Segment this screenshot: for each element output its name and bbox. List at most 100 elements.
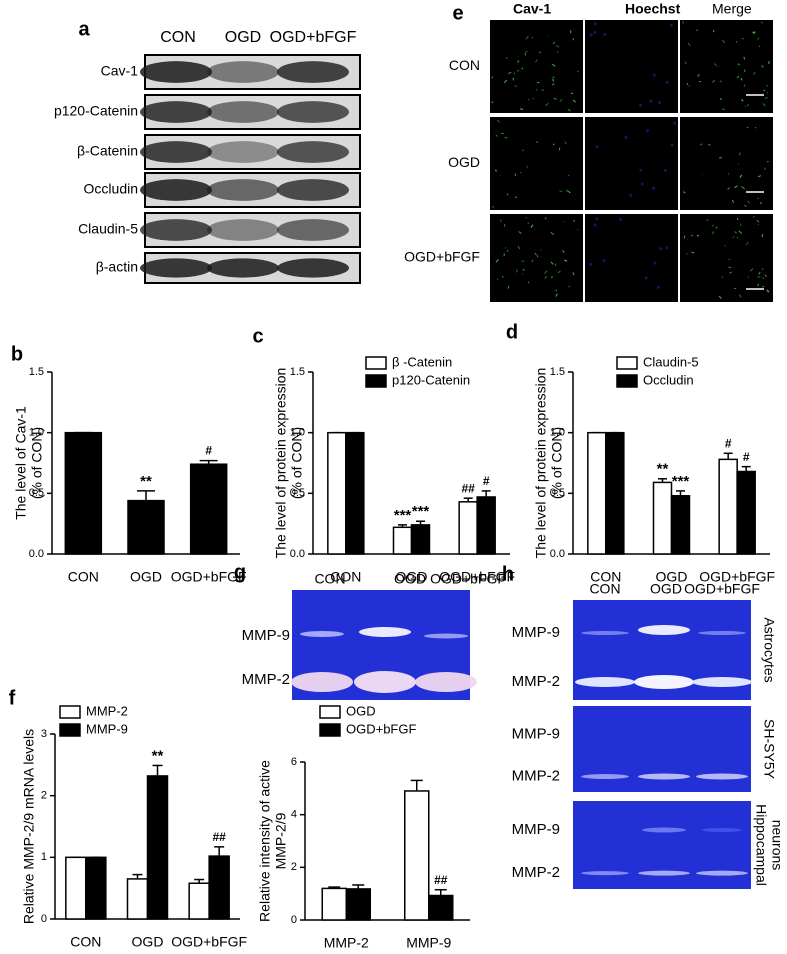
image-row-label: CON <box>449 57 480 73</box>
significance-label: ## <box>212 830 226 844</box>
nucleus-dot <box>595 145 599 149</box>
gel-band <box>300 631 344 637</box>
cav1-signal <box>727 187 730 190</box>
significance-label: ** <box>657 461 669 478</box>
x-tick-label: OGD <box>656 569 688 585</box>
cav1-signal <box>738 152 741 156</box>
micrograph <box>585 214 678 302</box>
cav1-signal <box>766 84 768 87</box>
significance-label: *** <box>412 503 430 520</box>
blot-row-label: β-Catenin <box>77 143 138 159</box>
cav1-signal <box>572 37 575 41</box>
nucleus-dot <box>602 258 606 262</box>
legend-swatch <box>365 356 387 370</box>
cav1-signal <box>531 259 534 263</box>
x-tick-label: OGD <box>132 934 164 950</box>
significance-label: # <box>483 474 490 488</box>
blot-band <box>140 101 212 123</box>
gel-column-label: OGD+bFGF <box>684 581 760 597</box>
x-tick-label: OGD+bFGF <box>171 934 247 950</box>
cav1-signal <box>740 77 743 81</box>
nucleus-dot <box>593 223 597 227</box>
y-axis-label: The level of protein expression <box>273 368 289 559</box>
legend-label: OGD <box>346 703 376 718</box>
cav1-signal <box>494 169 498 172</box>
nucleus-dot <box>589 262 593 266</box>
panel-letter: b <box>11 343 23 365</box>
bar <box>321 887 347 921</box>
cav1-signal <box>697 73 700 77</box>
cav1-signal <box>558 147 561 151</box>
cav1-signal <box>745 241 749 246</box>
cav1-signal <box>554 263 557 267</box>
blot-band <box>207 219 279 241</box>
gel-band <box>424 633 468 639</box>
blot-column-label: OGD+bFGF <box>270 29 357 46</box>
image-column-label: Hoechst <box>625 1 681 17</box>
x-tick-label: CON <box>590 569 621 585</box>
nucleus-dot <box>640 182 644 186</box>
nucleus-dot <box>652 73 656 77</box>
y-tick-label: 0.0 <box>550 548 565 560</box>
gel-band <box>581 871 629 876</box>
cav1-signal <box>551 83 555 86</box>
nucleus-dot <box>649 99 653 103</box>
bar <box>404 790 430 921</box>
cav1-signal <box>535 88 538 91</box>
significance-label: ## <box>461 481 475 495</box>
x-tick-label: MMP-9 <box>406 935 451 951</box>
cav1-signal <box>530 224 534 228</box>
y-tick-label: 0.5 <box>290 487 305 499</box>
cav1-signal <box>564 141 567 145</box>
y-tick-label: 6 <box>291 756 297 768</box>
cav1-signal <box>552 76 555 79</box>
cav1-signal <box>503 79 508 84</box>
bar <box>208 855 230 920</box>
y-tick-label: 0.5 <box>550 487 565 499</box>
blot-band <box>207 61 279 83</box>
blot-band <box>277 141 349 163</box>
nucleus-dot <box>656 285 660 289</box>
y-tick-label: 1 <box>41 851 47 863</box>
cav1-signal <box>757 283 759 287</box>
cav1-signal <box>712 29 715 33</box>
cav1-signal <box>746 126 749 129</box>
x-tick-label: OGD+bFGF <box>439 569 515 585</box>
cav1-signal <box>550 231 554 235</box>
x-tick-label: CON <box>68 569 99 585</box>
cav1-signal <box>504 136 508 139</box>
blot-row-label: β-actin <box>96 259 138 275</box>
gel-row-label: MMP-2 <box>512 767 560 784</box>
significance-label: # <box>725 436 732 450</box>
blot-band <box>277 101 349 123</box>
gel-column-label: OGD <box>650 581 682 597</box>
legend-label: OGD+bFGF <box>346 721 416 736</box>
cav1-signal <box>544 275 548 279</box>
significance-label: ** <box>152 747 164 764</box>
nucleus-dot <box>595 217 599 221</box>
cav1-signal <box>721 276 724 279</box>
bar <box>345 431 365 555</box>
cav1-signal <box>712 79 716 83</box>
bar <box>428 894 454 921</box>
cav1-signal <box>495 258 499 263</box>
legend-swatch <box>59 705 81 719</box>
gel-band <box>702 828 742 833</box>
cav1-signal <box>492 205 495 208</box>
cav1-signal <box>740 99 744 102</box>
cav1-signal <box>721 39 726 44</box>
cav1-signal <box>514 85 518 87</box>
image-row-label: OGD+bFGF <box>404 249 480 265</box>
gel-band <box>638 773 690 780</box>
y-tick-label: 1.0 <box>550 427 565 439</box>
panel-letter: c <box>252 325 263 347</box>
cav1-signal <box>559 98 563 102</box>
cav1-signal <box>557 270 561 274</box>
gel-band <box>696 870 748 876</box>
cav1-signal <box>738 230 743 234</box>
cav1-signal <box>732 236 735 238</box>
cav1-signal <box>749 268 754 272</box>
gel-band <box>638 870 690 876</box>
cav1-signal <box>734 231 737 234</box>
cav1-signal <box>760 65 764 68</box>
